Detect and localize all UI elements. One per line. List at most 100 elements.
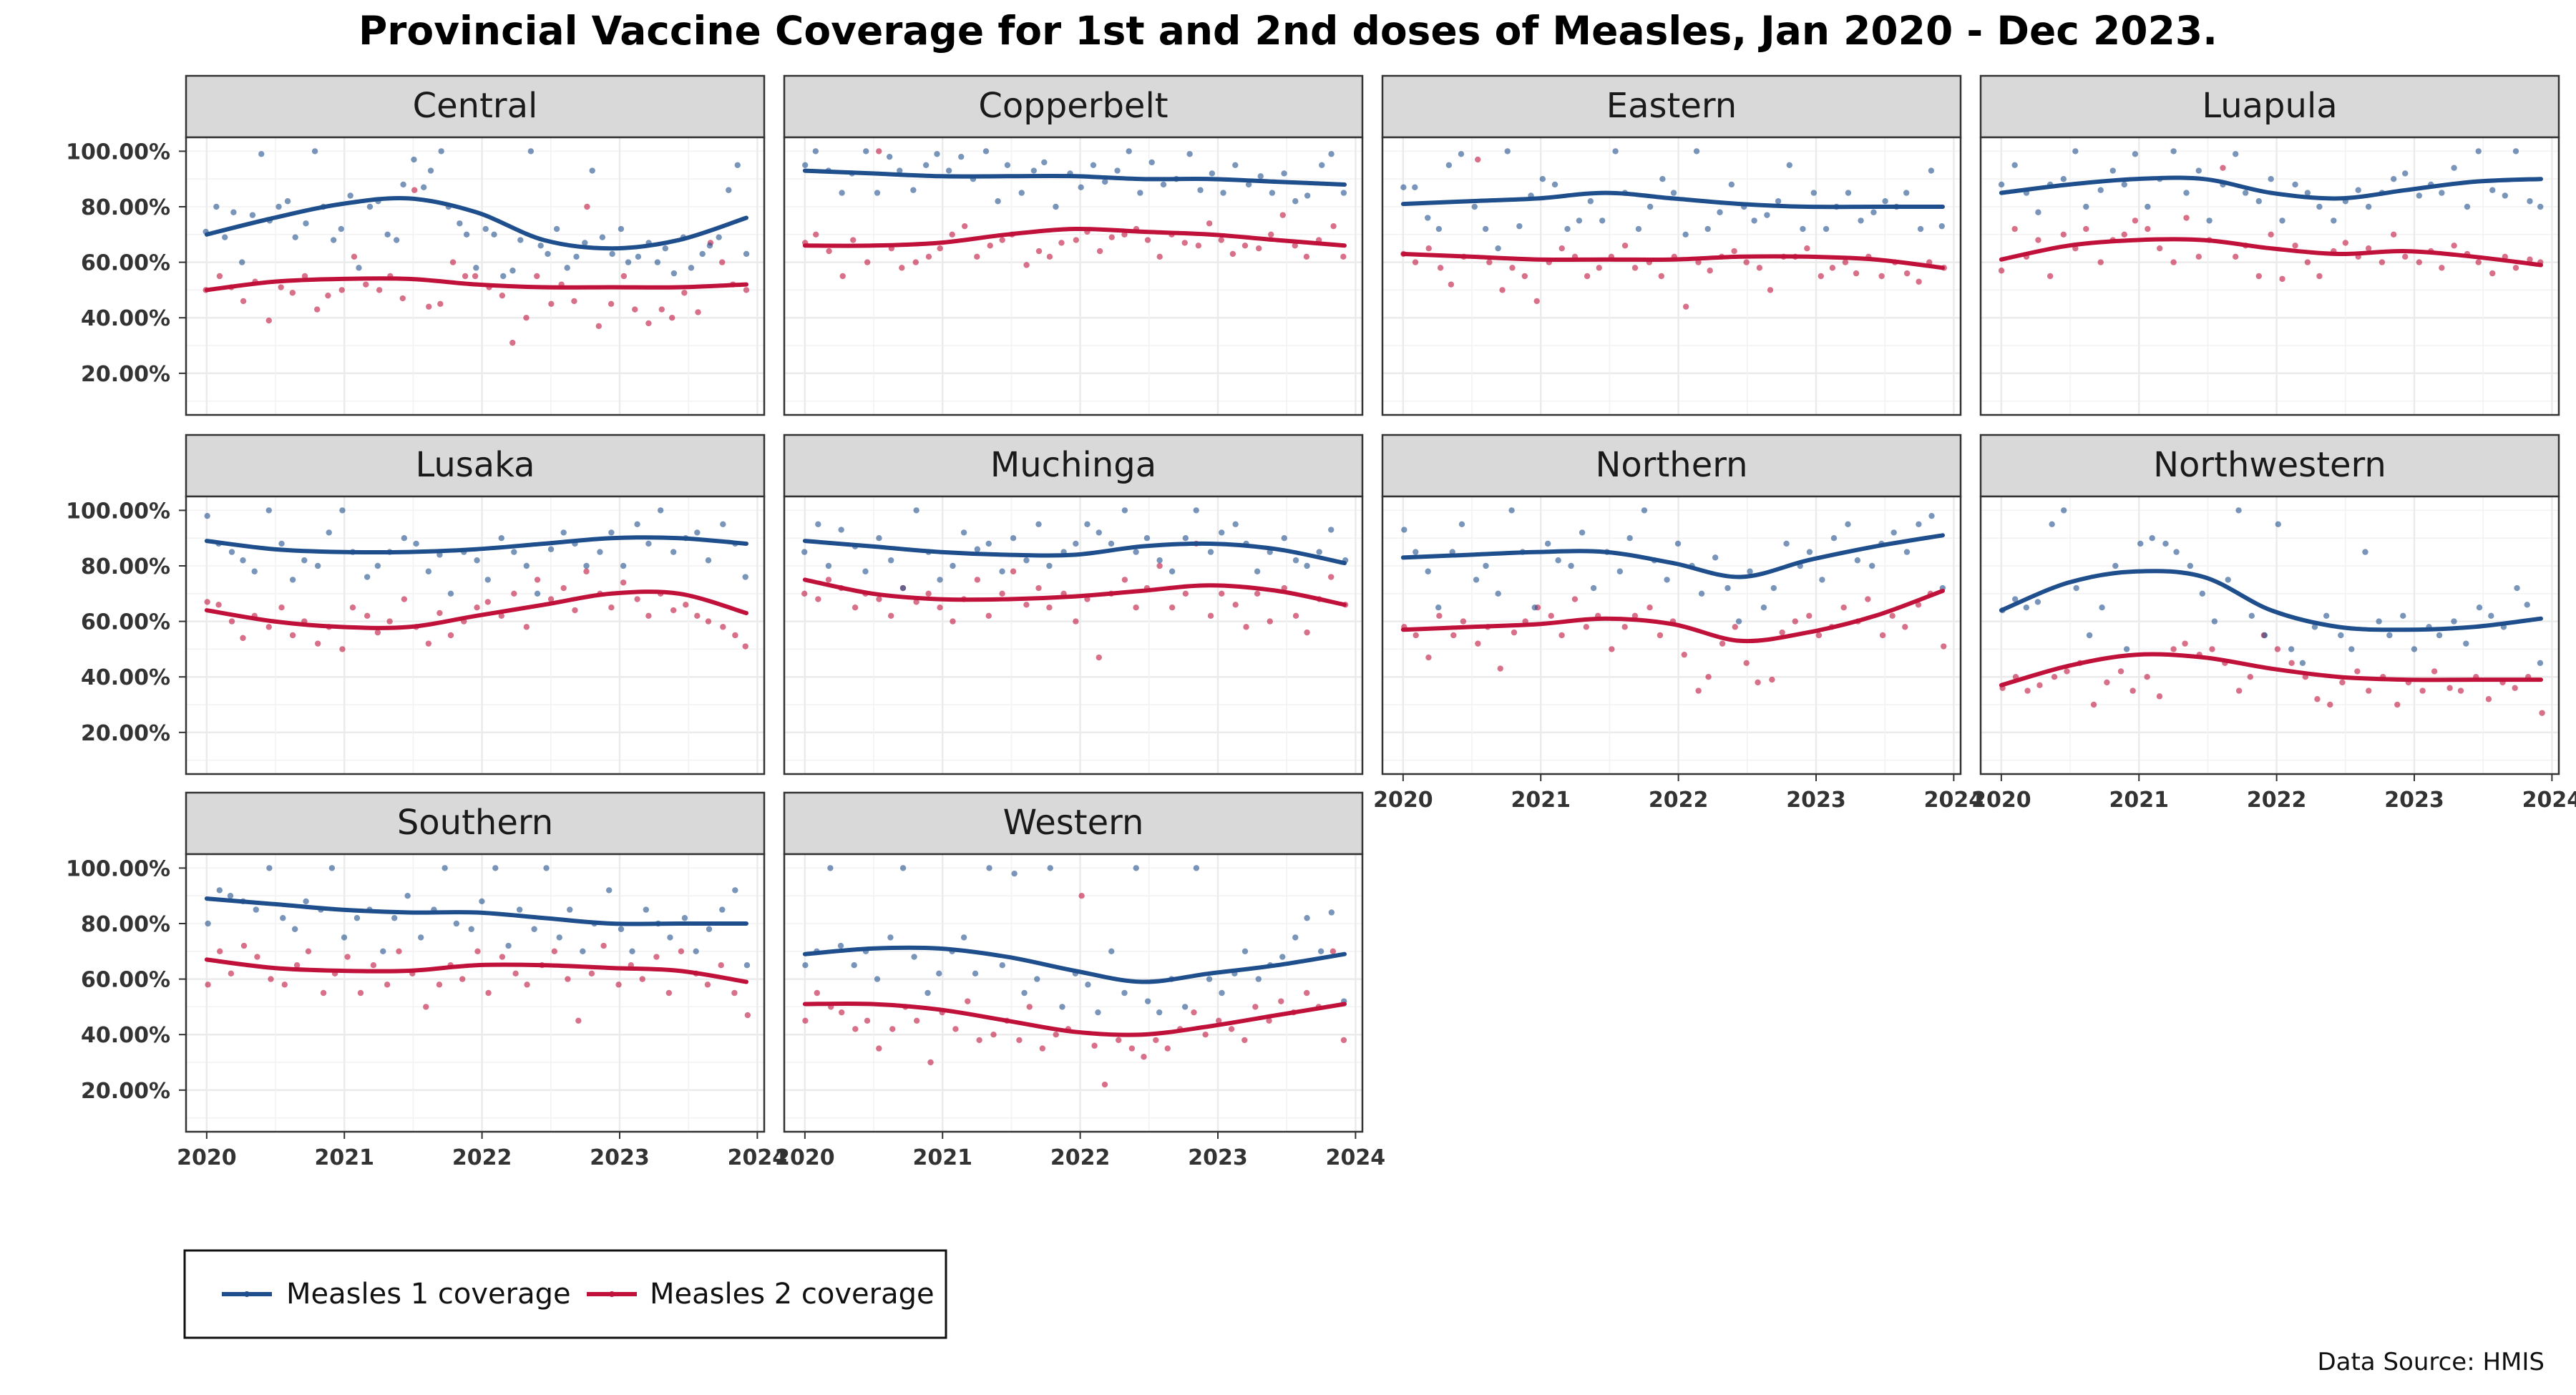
gridlines xyxy=(186,496,764,774)
data-point xyxy=(2195,253,2202,260)
data-point xyxy=(553,225,560,232)
data-point xyxy=(2288,660,2295,666)
data-point xyxy=(265,507,272,514)
data-point xyxy=(2311,624,2318,630)
data-point xyxy=(839,273,846,280)
trend-line-m1 xyxy=(802,168,1347,187)
data-point xyxy=(851,962,857,969)
data-point xyxy=(813,231,819,238)
data-point xyxy=(556,934,562,941)
data-point xyxy=(2145,203,2151,210)
data-point xyxy=(1555,557,1561,564)
data-point xyxy=(1495,590,1501,597)
data-point xyxy=(600,942,607,949)
data-point xyxy=(1483,562,1489,569)
trend-line-m2 xyxy=(802,226,1347,248)
data-point xyxy=(1186,151,1193,157)
data-point xyxy=(1096,529,1102,536)
data-point xyxy=(1621,243,1629,249)
y-tick-label: 40.00% xyxy=(81,665,170,690)
data-point xyxy=(1658,273,1665,280)
data-point xyxy=(498,612,504,620)
data-point xyxy=(1693,148,1700,155)
data-point xyxy=(1010,535,1017,542)
data-point xyxy=(960,934,967,941)
data-point xyxy=(2097,187,2104,193)
data-point xyxy=(289,290,296,296)
data-point xyxy=(1473,577,1480,583)
data-point xyxy=(1596,265,1602,271)
panels-group: Central 20.00% 40.00% 60.00% 80.00% 100.00% Co… xyxy=(66,74,2576,1170)
data-point xyxy=(2390,176,2397,182)
data-point xyxy=(837,942,844,949)
data-point xyxy=(1425,215,1431,221)
data-point xyxy=(420,184,427,191)
data-point xyxy=(1121,507,1128,514)
data-point xyxy=(1998,181,2005,188)
data-point xyxy=(547,596,555,602)
data-point xyxy=(874,190,881,196)
data-point xyxy=(1579,529,1586,536)
data-point xyxy=(2060,231,2067,238)
data-point xyxy=(213,203,220,210)
data-point xyxy=(999,568,1005,574)
data-point xyxy=(838,527,844,533)
data-point xyxy=(2314,696,2321,703)
data-point xyxy=(314,640,321,647)
data-point xyxy=(474,604,480,611)
data-point xyxy=(2436,632,2443,639)
strip-label: Western xyxy=(1003,803,1144,843)
data-point xyxy=(1114,167,1121,174)
trend-line-m2 xyxy=(204,589,748,630)
data-point xyxy=(1232,521,1239,527)
x-tick-label: 2021 xyxy=(1511,788,1571,813)
data-point xyxy=(1854,557,1861,564)
data-point xyxy=(537,243,544,249)
data-point xyxy=(463,231,470,238)
panel-lusaka: Lusaka 20.00% 40.00% 60.00% 80.00% 100.00% xyxy=(66,434,766,775)
panel-border xyxy=(1979,495,2560,775)
x-tick-label: 2023 xyxy=(1786,788,1846,813)
data-point xyxy=(1243,624,1249,630)
data-point xyxy=(1181,1004,1189,1010)
data-point xyxy=(1779,629,1785,636)
data-point xyxy=(2011,162,2018,168)
data-point xyxy=(825,562,832,569)
data-point xyxy=(825,577,832,583)
data-point xyxy=(511,590,517,597)
data-point xyxy=(1568,562,1574,569)
y-tick-label: 80.00% xyxy=(81,912,170,937)
data-point xyxy=(681,290,688,296)
data-point xyxy=(645,320,652,327)
data-point xyxy=(982,148,990,155)
data-point xyxy=(380,948,386,955)
data-point xyxy=(1115,1037,1122,1044)
x-tick-label: 2022 xyxy=(1050,1145,1111,1170)
data-point xyxy=(2121,181,2127,188)
x-tick-label: 2021 xyxy=(912,1145,972,1170)
data-point xyxy=(801,590,808,597)
data-point xyxy=(1903,190,1910,196)
data-point xyxy=(2117,668,2124,675)
y-tick-label: 20.00% xyxy=(81,1079,170,1104)
data-point xyxy=(2304,190,2311,196)
data-point xyxy=(1412,259,1419,265)
x-tick-label: 2021 xyxy=(314,1145,374,1170)
data-point xyxy=(1304,989,1310,997)
data-point xyxy=(1641,507,1648,514)
trend-line-m2 xyxy=(802,577,1347,607)
data-point xyxy=(1156,253,1163,260)
data-point xyxy=(2402,170,2409,177)
data-point xyxy=(339,646,346,652)
data-point xyxy=(1039,1045,1046,1052)
data-point xyxy=(863,148,869,155)
data-point xyxy=(303,220,309,227)
data-point xyxy=(2211,618,2218,625)
data-point xyxy=(266,865,273,871)
data-point xyxy=(572,607,578,614)
data-point xyxy=(2035,209,2041,215)
data-point xyxy=(643,906,650,913)
data-point xyxy=(1695,687,1702,694)
data-point xyxy=(240,557,246,564)
data-point xyxy=(694,612,701,620)
